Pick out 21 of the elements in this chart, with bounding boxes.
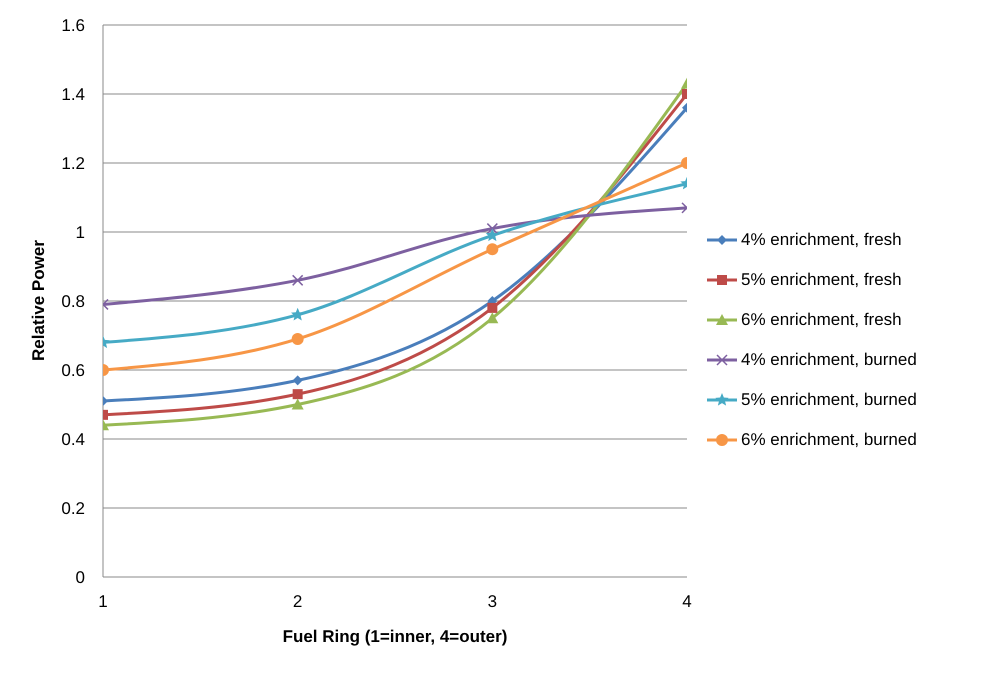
x-tick-label: 3 bbox=[488, 592, 498, 612]
y-tick-label: 0.2 bbox=[61, 499, 85, 518]
legend-label: 6% enrichment, burned bbox=[741, 430, 917, 450]
legend-label: 5% enrichment, fresh bbox=[741, 270, 902, 290]
y-tick-label: 1.4 bbox=[61, 85, 85, 104]
x-axis-title: Fuel Ring (1=inner, 4=outer) bbox=[282, 627, 508, 646]
y-tick-label: 0.6 bbox=[61, 361, 85, 380]
y-tick-label: 1 bbox=[76, 223, 85, 242]
legend-label: 5% enrichment, burned bbox=[741, 390, 917, 410]
y-tick-label: 0 bbox=[76, 568, 85, 588]
y-tick-label: 0.4 bbox=[61, 430, 85, 450]
y-tick-label: 0.8 bbox=[61, 292, 85, 312]
x-tick-label: 1 bbox=[98, 592, 108, 612]
y-tick-label: 1.6 bbox=[61, 16, 85, 36]
y-axis-title: Relative Power bbox=[29, 240, 48, 361]
y-tick-label: 1.2 bbox=[61, 154, 85, 174]
legend-label: 4% enrichment, burned bbox=[741, 350, 917, 370]
legend-label: 6% enrichment, fresh bbox=[741, 310, 902, 330]
x-tick-label: 4 bbox=[682, 592, 692, 612]
x-tick-label: 2 bbox=[292, 592, 302, 612]
legend-label: 4% enrichment, fresh bbox=[741, 230, 902, 250]
